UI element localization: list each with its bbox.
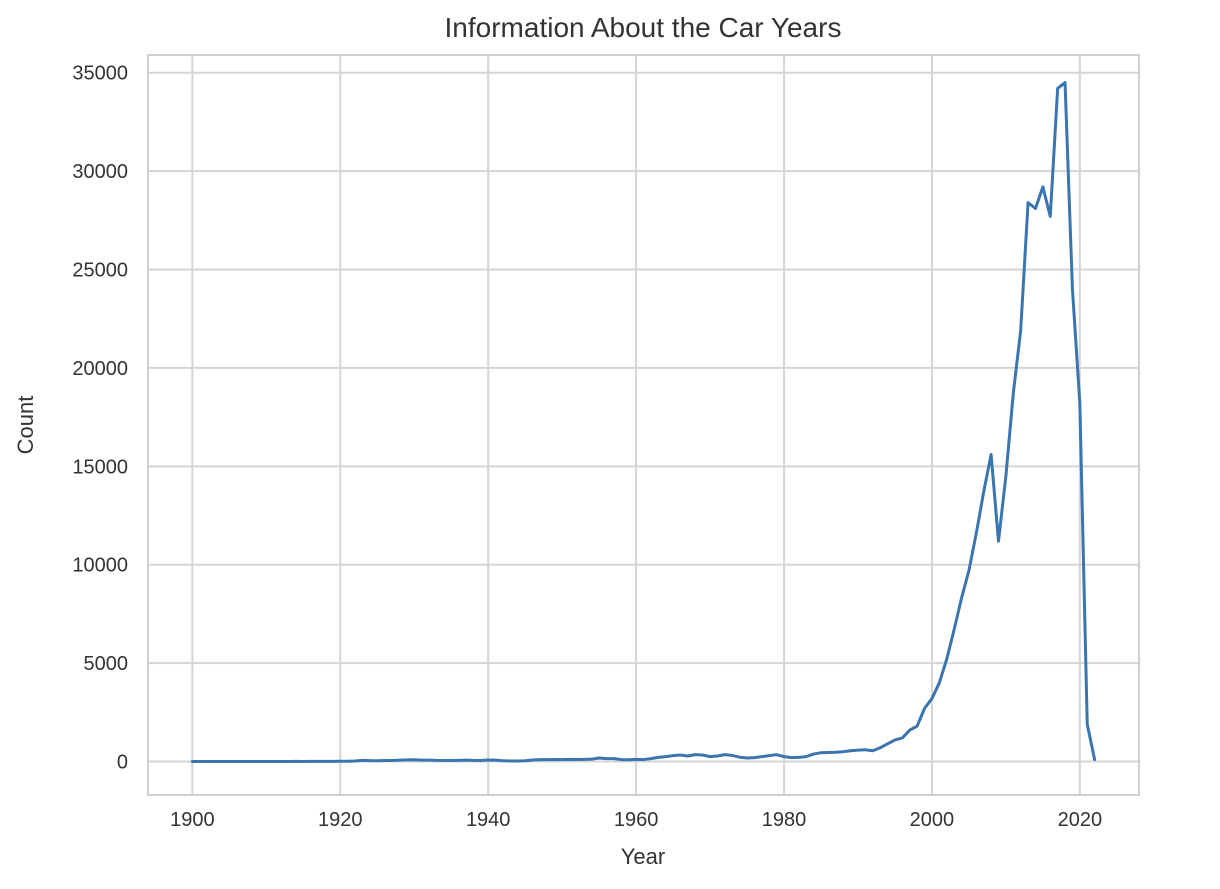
x-tick-label: 2020 <box>1058 809 1103 831</box>
chart-title: Information About the Car Years <box>445 12 842 43</box>
x-tick-label: 1960 <box>614 809 659 831</box>
y-tick-label: 30000 <box>72 161 128 183</box>
x-tick-label: 1940 <box>466 809 511 831</box>
y-tick-label: 5000 <box>84 653 129 675</box>
x-tick-labels: 1900 1920 1940 1960 1980 2000 2020 <box>170 809 1102 831</box>
y-axis-label: Count <box>13 396 38 455</box>
y-tick-label: 25000 <box>72 260 128 282</box>
x-axis-label: Year <box>621 844 665 869</box>
y-tick-label: 20000 <box>72 358 128 380</box>
y-tick-label: 0 <box>117 752 128 774</box>
series-line <box>190 81 1097 763</box>
x-tick-label: 1980 <box>762 809 807 831</box>
y-tick-label: 15000 <box>72 456 128 478</box>
y-tick-label: 10000 <box>72 555 128 577</box>
y-tick-labels: 0 5000 10000 15000 20000 25000 30000 35000 <box>72 63 128 774</box>
x-tick-label: 1900 <box>170 809 215 831</box>
grid-layer <box>148 55 1139 795</box>
x-tick-label: 1920 <box>318 809 363 831</box>
x-tick-label: 2000 <box>910 809 955 831</box>
y-tick-label: 35000 <box>72 63 128 85</box>
plot-frame <box>147 54 1140 796</box>
